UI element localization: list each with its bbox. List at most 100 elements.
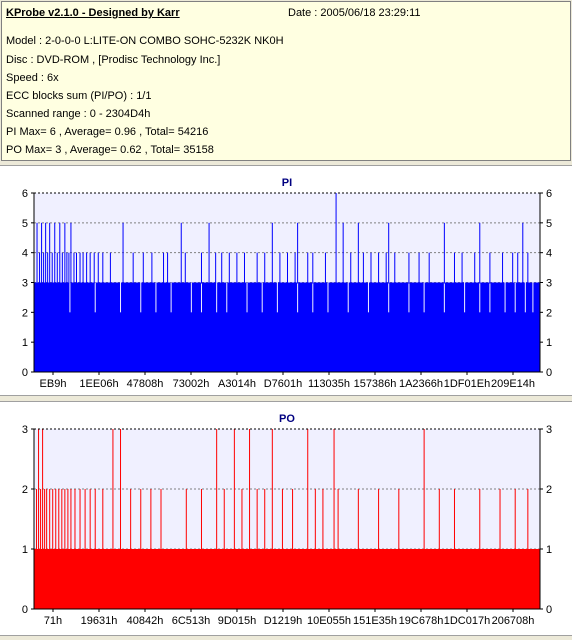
data-spike — [362, 252, 364, 284]
y-tick-label-left: 6 — [22, 188, 28, 200]
data-spike — [333, 429, 335, 550]
data-spike — [357, 489, 359, 550]
data-spike — [167, 252, 169, 284]
data-spike — [97, 252, 99, 284]
data-spike — [223, 489, 225, 550]
data-spike — [527, 489, 529, 550]
data-spike — [67, 489, 69, 550]
x-tick-label: EB9h — [40, 378, 67, 390]
data-spike — [408, 252, 410, 284]
data-spike — [89, 489, 91, 550]
data-spike — [307, 252, 309, 284]
data-spike — [216, 429, 218, 550]
data-spike — [112, 429, 114, 550]
data-spike — [378, 489, 380, 550]
data-dip — [347, 282, 349, 313]
y-tick-label-right: 4 — [546, 248, 552, 260]
data-fill-baseline — [34, 282, 540, 372]
data-spike — [109, 252, 111, 284]
x-tick-label: 113035h — [308, 378, 350, 390]
data-dip — [276, 282, 278, 313]
data-spike — [512, 252, 514, 284]
data-spike — [61, 252, 63, 284]
data-dip — [524, 282, 526, 313]
data-spike — [312, 252, 314, 284]
data-spike — [423, 429, 425, 550]
data-spike — [489, 252, 491, 284]
data-spike — [221, 252, 223, 284]
y-tick-label-right: 0 — [546, 367, 552, 379]
info-model: Model : 2-0-0-0 L:LITE-ON COMBO SOHC-523… — [6, 35, 284, 47]
y-tick-label-left: 4 — [22, 248, 28, 260]
data-spike — [94, 489, 96, 550]
data-spike — [443, 222, 445, 284]
data-spike — [418, 252, 420, 284]
x-tick-label: 209E14h — [491, 378, 535, 390]
info-ecc-blocks: ECC blocks sum (PI/PO) : 1/1 — [6, 90, 152, 102]
data-dip — [489, 282, 491, 313]
y-tick-label-right: 1 — [546, 337, 552, 349]
info-scanned-range: Scanned range : 0 - 2304D4h — [6, 108, 151, 120]
data-dip — [443, 282, 445, 313]
data-spike — [314, 489, 316, 550]
data-dip — [155, 282, 157, 313]
info-pi-summary: PI Max= 6 , Average= 0.96 , Total= 54216 — [6, 126, 209, 138]
data-dip — [408, 282, 410, 313]
x-tick-label: 1A2366h — [399, 378, 443, 390]
data-spike — [249, 429, 251, 550]
y-tick-label-left: 2 — [22, 307, 28, 319]
x-tick-label: 157386h — [354, 378, 397, 390]
x-tick-label: 206708h — [492, 615, 535, 627]
x-tick-label: D1219h — [264, 615, 303, 627]
data-spike — [56, 252, 58, 284]
data-spike — [453, 252, 455, 284]
data-spike — [370, 252, 372, 284]
x-tick-label: 6C513h — [172, 615, 211, 627]
data-spike — [200, 252, 202, 284]
x-tick-label: 1DF01Eh — [444, 378, 490, 390]
data-spike — [68, 252, 70, 284]
data-spike — [86, 252, 88, 284]
data-spike — [388, 222, 390, 284]
x-tick-label: 47808h — [127, 378, 164, 390]
data-dip — [423, 282, 425, 313]
data-spike — [49, 222, 51, 284]
data-spike — [39, 252, 41, 284]
data-spike — [236, 252, 238, 284]
data-spike — [74, 489, 76, 550]
data-spike — [438, 489, 440, 550]
data-spike — [294, 252, 296, 284]
data-spike — [243, 252, 245, 284]
data-spike — [271, 429, 273, 550]
po-chart: PO 0 0 1 1 2 2 3 3 71h 19631h 40842h 6C513h 9D015h D12… — [22, 413, 552, 627]
data-spike — [394, 252, 396, 284]
data-spike — [160, 489, 162, 550]
data-spike — [55, 489, 57, 550]
data-spike — [89, 252, 91, 284]
data-spike — [322, 489, 324, 550]
y-tick-label-right: 2 — [546, 307, 552, 319]
y-tick-label-left: 3 — [22, 424, 28, 436]
data-spike — [287, 252, 288, 284]
data-spike — [200, 489, 202, 550]
data-dip — [514, 282, 516, 313]
y-tick-label-left: 5 — [22, 218, 28, 230]
y-tick-label-right: 5 — [546, 218, 552, 230]
data-spike — [44, 489, 46, 550]
data-spike — [73, 252, 75, 284]
data-spike — [122, 222, 124, 284]
x-tick-label: D7601h — [264, 378, 303, 390]
data-spike — [163, 252, 165, 284]
chart-title: PO — [279, 413, 295, 425]
y-tick-label-left: 0 — [22, 604, 28, 616]
data-spike — [84, 489, 86, 550]
data-spike — [264, 489, 266, 550]
data-dip — [69, 282, 71, 313]
data-spike — [256, 252, 258, 284]
data-spike — [93, 252, 95, 284]
data-spike — [342, 222, 344, 284]
data-spike — [378, 252, 380, 284]
x-tick-label: 1DC017h — [444, 615, 490, 627]
x-tick-label: 1EE06h — [79, 378, 118, 390]
data-spike — [82, 252, 84, 284]
